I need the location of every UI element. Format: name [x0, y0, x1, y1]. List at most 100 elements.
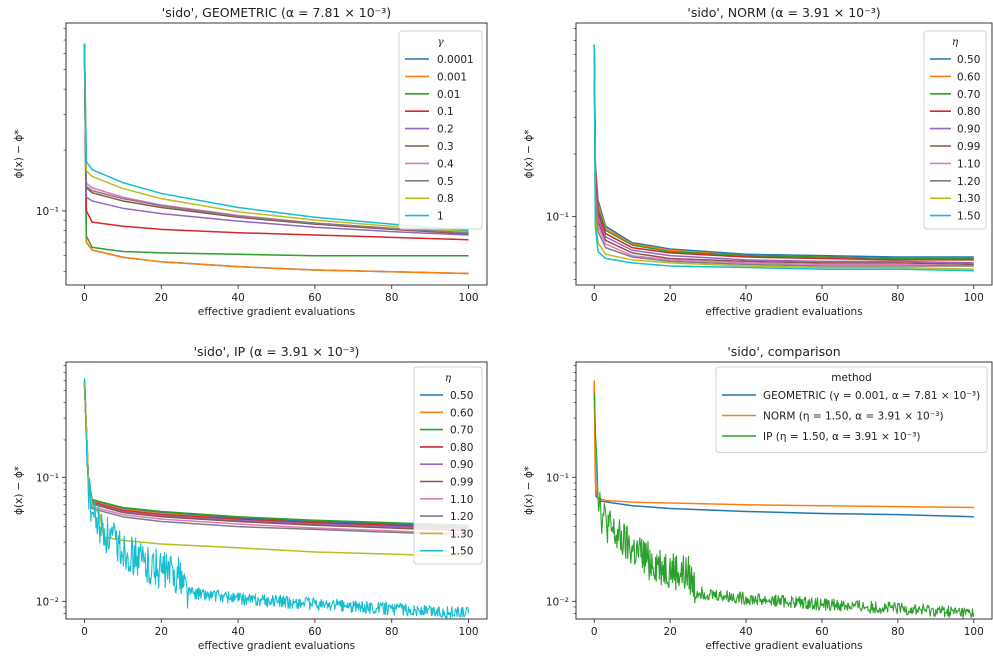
series-line-4 — [83, 380, 469, 531]
series-line-1 — [83, 43, 469, 275]
legend-label-9: 1.50 — [450, 546, 473, 558]
x-tick-label: 40 — [231, 626, 244, 638]
series-line-2 — [593, 392, 975, 619]
y-tick-label: 10⁻¹ — [36, 206, 59, 218]
x-axis-label: effective gradient evaluations — [198, 640, 355, 652]
series-line-5 — [83, 380, 469, 532]
series-line-8 — [83, 43, 469, 233]
legend-title: method — [831, 372, 872, 384]
series-line-3 — [83, 380, 469, 529]
legend-box — [715, 366, 988, 453]
legend-label-2: 0.70 — [450, 425, 473, 437]
plot-frame — [575, 361, 993, 620]
x-axis-label: effective gradient evaluations — [705, 306, 862, 318]
x-axis-label: effective gradient evaluations — [705, 640, 862, 652]
legend-label-3: 0.1 — [437, 106, 454, 118]
y-tick-label: 10⁻¹ — [546, 212, 569, 224]
series-group — [593, 44, 974, 272]
legend-label-5: 0.99 — [957, 141, 980, 153]
x-tick-label: 100 — [459, 626, 479, 638]
series-line-4 — [593, 44, 974, 264]
x-tick-label: 60 — [815, 626, 828, 638]
legend-label-8: 1.30 — [450, 528, 473, 540]
legend-label-6: 1.10 — [450, 494, 473, 506]
legend-label-2: IP (η = 1.50, α = 3.91 × 10⁻³) — [763, 431, 921, 443]
legend-title: γ — [437, 36, 444, 48]
series-line-3 — [593, 44, 974, 261]
series-line-7 — [593, 44, 974, 267]
chart-title: 'sido', IP (α = 3.91 × 10⁻³) — [194, 344, 360, 359]
legend-label-8: 1.30 — [957, 193, 980, 205]
x-tick-label: 0 — [81, 626, 88, 638]
legend-label-2: 0.70 — [957, 89, 980, 101]
legend-label-1: 0.001 — [437, 71, 467, 83]
legend-label-9: 1.50 — [957, 211, 980, 223]
series-line-8 — [83, 380, 469, 558]
x-tick-label: 20 — [155, 292, 168, 304]
panel-norm: 0 20 40 60 80 100 10⁻¹ 'sido', NORM (α = 3.91 ×… — [523, 5, 993, 318]
x-tick-label: 60 — [308, 292, 321, 304]
series-line-9 — [593, 44, 974, 272]
chart-title: 'sido', GEOMETRIC (α = 7.81 × 10⁻³) — [162, 5, 391, 20]
legend-label-6: 1.10 — [957, 158, 980, 170]
chart-title: 'sido', comparison — [727, 344, 840, 359]
x-tick-label: 40 — [739, 626, 752, 638]
plot-frame — [65, 361, 488, 620]
panel-comparison: 0 20 40 60 80 100 10⁻¹ 10⁻² 'sido', comparison ef… — [523, 344, 993, 652]
legend-label-4: 0.90 — [450, 459, 473, 471]
series-line-5 — [83, 43, 469, 235]
series-group — [83, 43, 469, 275]
legend-label-0: 0.50 — [957, 54, 980, 66]
legend-label-7: 1.20 — [957, 176, 980, 188]
panel-ip: 0 20 40 60 80 100 10⁻¹ 10⁻² 'sido', IP (α = 3.91… — [13, 344, 488, 652]
series-line-2 — [83, 43, 469, 257]
x-tick-label: 80 — [385, 292, 398, 304]
x-tick-label: 0 — [81, 292, 88, 304]
x-tick-label: 80 — [385, 626, 398, 638]
x-tick-label: 100 — [964, 292, 984, 304]
x-tick-label: 80 — [891, 292, 904, 304]
x-tick-label: 0 — [591, 626, 598, 638]
series-line-1 — [593, 380, 974, 509]
legend-label-7: 1.20 — [450, 511, 473, 523]
y-tick-label: 10⁻² — [36, 596, 59, 608]
panel-geometric: 0 20 40 60 80 100 10⁻¹ 'sido', GEOMETRIC (α = 7… — [13, 5, 488, 318]
x-tick-label: 20 — [155, 626, 168, 638]
x-tick-label: 60 — [308, 626, 321, 638]
legend-label-2: 0.01 — [437, 89, 460, 101]
legend-label-0: GEOMETRIC (γ = 0.001, α = 7.81 × 10⁻³) — [763, 390, 980, 402]
legend-box — [398, 30, 483, 230]
series-line-0 — [83, 380, 469, 528]
x-tick-label: 40 — [739, 292, 752, 304]
series-group — [593, 380, 975, 619]
y-axis-label: ϕ(x) − ϕ* — [523, 130, 535, 179]
series-line-6 — [593, 44, 974, 267]
legend-label-3: 0.80 — [957, 106, 980, 118]
series-line-7 — [83, 43, 469, 234]
legend-box — [413, 366, 483, 565]
y-tick-label: 10⁻¹ — [546, 472, 569, 484]
legend-label-9: 1 — [437, 211, 444, 223]
series-line-3 — [83, 43, 469, 241]
legend-label-0: 0.50 — [450, 390, 473, 402]
legend-label-3: 0.80 — [450, 442, 473, 454]
legend-box — [923, 30, 987, 230]
x-tick-label: 100 — [459, 292, 479, 304]
y-axis-label: ϕ(x) − ϕ* — [13, 130, 25, 179]
series-line-8 — [593, 44, 974, 270]
series-line-0 — [593, 44, 974, 258]
x-tick-label: 100 — [964, 626, 984, 638]
y-tick-label: 10⁻² — [546, 596, 569, 608]
y-axis-label: ϕ(x) − ϕ* — [13, 466, 25, 515]
legend-label-4: 0.2 — [437, 124, 454, 136]
series-line-9 — [83, 377, 470, 619]
chart-title: 'sido', NORM (α = 3.91 × 10⁻³) — [687, 5, 880, 20]
y-axis-label: ϕ(x) − ϕ* — [523, 466, 535, 515]
x-tick-label: 0 — [591, 292, 598, 304]
series-line-4 — [83, 43, 469, 236]
legend-title: η — [952, 36, 959, 48]
series-line-1 — [593, 44, 974, 260]
legend-label-4: 0.90 — [957, 124, 980, 136]
series-line-9 — [83, 43, 469, 232]
